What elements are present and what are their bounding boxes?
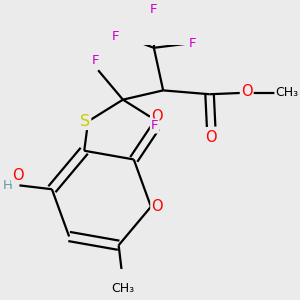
Text: O: O bbox=[151, 199, 163, 214]
Text: O: O bbox=[241, 84, 253, 99]
Text: O: O bbox=[12, 168, 24, 183]
Text: S: S bbox=[80, 114, 90, 129]
Text: H: H bbox=[3, 179, 13, 192]
Text: CH₃: CH₃ bbox=[275, 86, 298, 99]
Text: CH₃: CH₃ bbox=[111, 282, 134, 295]
Text: F: F bbox=[151, 119, 158, 133]
Text: F: F bbox=[189, 38, 196, 50]
Text: F: F bbox=[91, 55, 99, 68]
Text: O: O bbox=[205, 130, 217, 145]
Text: F: F bbox=[111, 30, 119, 43]
Text: O: O bbox=[151, 109, 163, 124]
Text: F: F bbox=[150, 3, 158, 16]
